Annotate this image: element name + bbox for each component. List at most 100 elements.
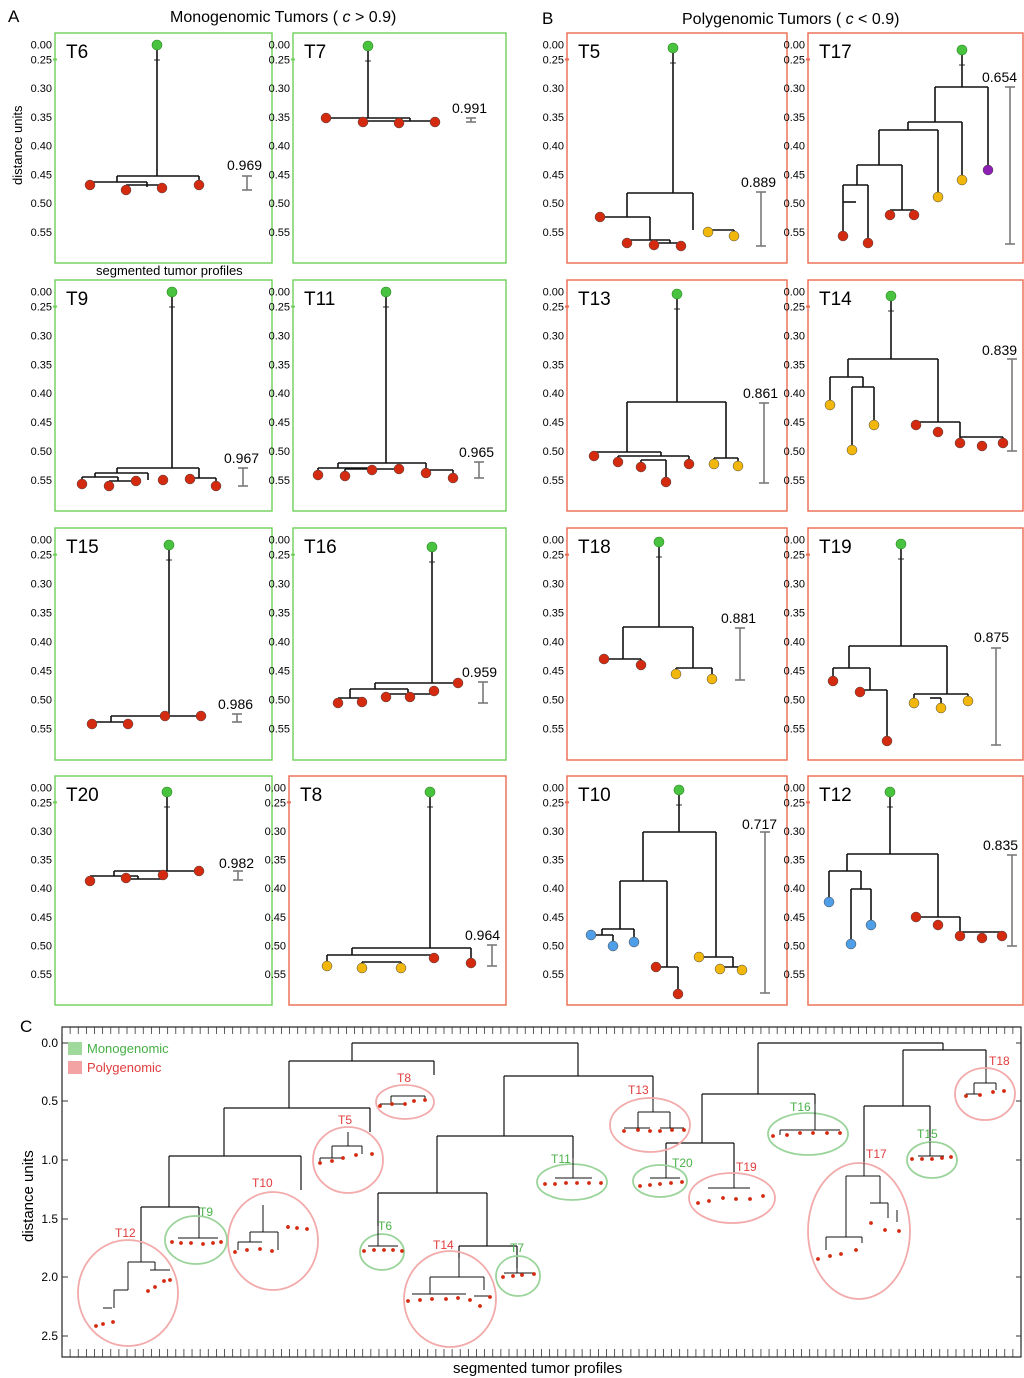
tree-frame [292,32,507,264]
cluster-leaf [330,1159,334,1163]
leaf-node [823,896,835,908]
cluster-ring [77,1239,179,1347]
leaf-node [452,677,464,689]
leaf-node [650,961,662,973]
y-tick-label: 0.40 [265,883,286,895]
y-tick-label: 0.25 [31,302,52,314]
tree-name: T9 [66,289,88,310]
cluster-leaf [930,1157,934,1161]
cluster-label: T17 [866,1147,887,1161]
cluster-leaf [1002,1089,1006,1093]
cluster-t7: T7 [495,1241,541,1297]
tree-name: T14 [819,289,852,310]
leaf-node [956,174,968,186]
y-tick-label: 0.00 [31,287,52,299]
y-tick-label: 0.00 [265,782,286,794]
root-node [885,290,897,302]
y-tick-label: 0.0 [41,1036,58,1050]
y-tick-label: 0.55 [784,969,805,981]
cluster-ring [954,1067,1016,1121]
legend-label: Polygenomic [87,1060,162,1075]
y-tick-label: 0.55 [543,475,564,487]
cluster-ring [495,1255,541,1297]
leaf-node [428,952,440,964]
root-node [362,40,374,52]
cluster-leaf [391,1248,395,1252]
leaf-node [120,872,132,884]
y-tick-label: 0.50 [265,940,286,952]
y-tick-label: 0.55 [269,724,290,736]
cluster-leaf [869,1221,873,1225]
coherence-value: 0.969 [227,157,262,173]
cluster-t6: T6 [359,1219,405,1271]
cluster-leaf [295,1226,299,1230]
cluster-leaf [622,1129,626,1133]
y-tick-label: 0.50 [784,198,805,210]
axis-marker [565,58,569,61]
leaf-node [908,209,920,221]
coherence-value: 0.959 [462,664,497,680]
coherence-value: 0.835 [983,837,1018,853]
root-node [895,538,907,550]
cluster-leaf [798,1131,802,1135]
y-tick-label: 0.35 [784,112,805,124]
y-tick-label: 0.35 [265,855,286,867]
coherence-value: 0.889 [741,174,776,190]
leaf-node [824,399,836,411]
tree-frame [292,527,507,761]
cluster-t20: T20 [632,1156,693,1198]
tree-panel-t10: 0.00 0.25 0.30 0.35 0.40 0.45 0.50 0.55 T10 0.717 [543,775,788,1006]
y-tick-label: 0.50 [543,940,564,952]
cluster-leaf [270,1249,274,1253]
cluster-leaf [378,1104,382,1108]
panel-c-label: C [20,1017,32,1036]
y-tick-label: 0.30 [31,579,52,591]
tree-frame [566,32,788,264]
y-tick-label: 0.45 [31,169,52,181]
coherence-value: 0.654 [982,69,1017,85]
y-tick-label: 0.55 [31,969,52,981]
tree-panel-t13: 0.00 0.25 0.30 0.35 0.40 0.45 0.50 0.55 T13 0.861 [543,279,788,512]
root-node [671,288,683,300]
cluster-leaf [403,1102,407,1106]
cluster-leaf [599,1181,603,1185]
y-tick-label: 0.35 [31,112,52,124]
tree-frame [54,279,273,512]
root-node [161,786,173,798]
y-tick-label: 0.50 [31,198,52,210]
cluster-t13: T13 [609,1083,691,1153]
cluster-leaf [991,1090,995,1094]
y-tick-label: 0.40 [543,883,564,895]
y-tick-label: 0.50 [269,198,290,210]
cluster-leaf [189,1241,193,1245]
y-tick-label: 0.30 [269,579,290,591]
cluster-leaf [553,1182,557,1186]
leaf-node [594,211,606,223]
leaf-node [585,929,597,941]
leaf-node [122,718,134,730]
cluster-leaf [511,1274,515,1278]
cluster-leaf [670,1128,674,1132]
cluster-leaf [382,1248,386,1252]
y-tick-label: 0.40 [31,388,52,400]
y-tick-label: 0.50 [543,446,564,458]
y-tick-label: 0.35 [31,608,52,620]
tree-name: T16 [304,537,337,558]
root-node [653,536,665,548]
leaf-node [908,697,920,709]
y-tick-label: 0.35 [543,608,564,620]
y-tick-label: 0.30 [31,83,52,95]
cluster-ring [767,1112,849,1156]
cluster-leaf [233,1250,237,1254]
axis-marker [291,58,295,61]
coherence-value: 0.964 [465,927,500,943]
leaf-node [675,240,687,252]
y-tick-label: 0.25 [269,302,290,314]
y-tick-label: 0.00 [784,287,805,299]
y-tick-label: 0.25 [543,797,564,809]
coherence-value: 0.839 [982,342,1017,358]
axis-marker [565,801,569,804]
y-tick-label: 0.50 [784,695,805,707]
cluster-leaf [839,1252,843,1256]
